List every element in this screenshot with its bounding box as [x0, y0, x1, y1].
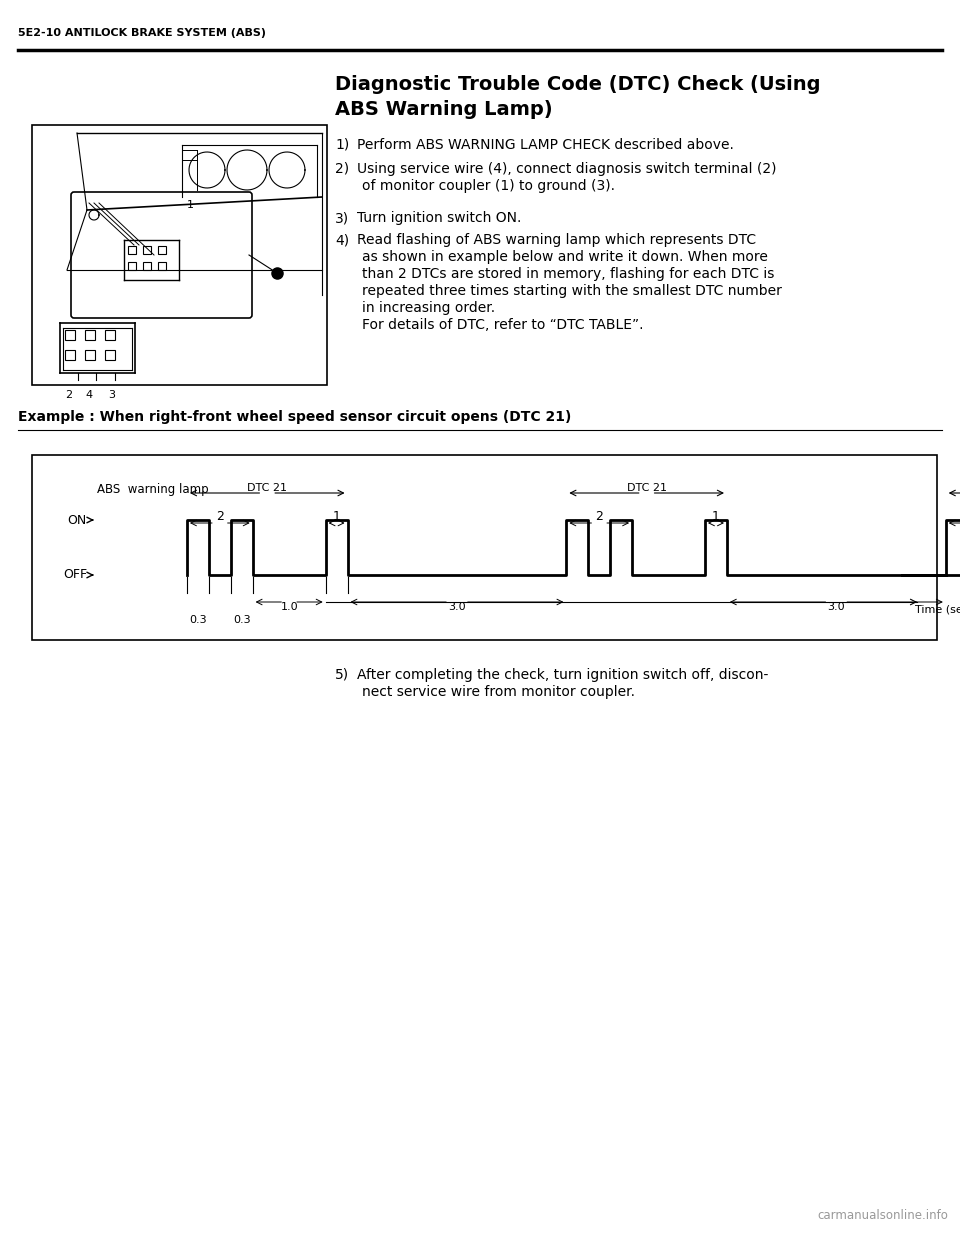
Text: After completing the check, turn ignition switch off, discon-: After completing the check, turn ignitio… [357, 668, 768, 682]
Text: 2: 2 [595, 510, 603, 522]
Text: OFF: OFF [62, 568, 87, 582]
Bar [65, 350, 75, 359]
Text: Using service wire (4), connect diagnosis switch terminal (2): Using service wire (4), connect diagnosi… [357, 162, 777, 177]
Bar [105, 350, 115, 359]
Text: 3): 3) [335, 211, 349, 225]
Text: Read flashing of ABS warning lamp which represents DTC: Read flashing of ABS warning lamp which … [357, 233, 756, 247]
Bar [158, 246, 166, 254]
FancyBboxPatch shape [71, 191, 252, 317]
Bar [128, 262, 136, 270]
Text: than 2 DTCs are stored in memory, flashing for each DTC is: than 2 DTCs are stored in memory, flashi… [362, 267, 775, 282]
Text: 2: 2 [216, 510, 224, 522]
Text: ABS  warning lamp: ABS warning lamp [97, 483, 208, 496]
Text: carmanualsonline.info: carmanualsonline.info [817, 1209, 948, 1221]
Text: 3.0: 3.0 [448, 601, 466, 613]
Text: 5E2-10 ANTILOCK BRAKE SYSTEM (ABS): 5E2-10 ANTILOCK BRAKE SYSTEM (ABS) [18, 28, 266, 38]
Bar [105, 330, 115, 340]
Text: 5): 5) [335, 668, 349, 682]
Text: 3.0: 3.0 [828, 601, 845, 613]
Text: 2: 2 [65, 390, 73, 400]
Text: 3: 3 [108, 390, 115, 400]
Text: 0.3: 0.3 [189, 615, 206, 625]
Text: repeated three times starting with the smallest DTC number: repeated three times starting with the s… [362, 284, 781, 298]
Text: 2): 2) [335, 162, 349, 177]
Text: 1: 1 [712, 510, 720, 522]
Text: For details of DTC, refer to “DTC TABLE”.: For details of DTC, refer to “DTC TABLE”… [362, 317, 643, 332]
Bar [128, 246, 136, 254]
Text: Perform ABS WARNING LAMP CHECK described above.: Perform ABS WARNING LAMP CHECK described… [357, 138, 733, 152]
Text: Example : When right-front wheel speed sensor circuit opens (DTC 21): Example : When right-front wheel speed s… [18, 410, 571, 424]
Text: ABS Warning Lamp): ABS Warning Lamp) [335, 100, 553, 119]
Text: DTC 21: DTC 21 [627, 483, 666, 493]
Text: DTC 21: DTC 21 [248, 483, 287, 493]
Text: ON: ON [68, 514, 87, 526]
Bar [85, 330, 95, 340]
Text: Time (sec): Time (sec) [915, 604, 960, 614]
Bar [32, 454, 937, 640]
Text: in increasing order.: in increasing order. [362, 301, 495, 315]
Bar [143, 246, 151, 254]
Text: nect service wire from monitor coupler.: nect service wire from monitor coupler. [362, 685, 635, 699]
Bar [143, 262, 151, 270]
Text: 0.3: 0.3 [233, 615, 251, 625]
Text: Diagnostic Trouble Code (DTC) Check (Using: Diagnostic Trouble Code (DTC) Check (Usi… [335, 75, 821, 94]
Text: 1: 1 [187, 200, 194, 210]
Text: of monitor coupler (1) to ground (3).: of monitor coupler (1) to ground (3). [362, 179, 615, 193]
Text: Turn ignition switch ON.: Turn ignition switch ON. [357, 211, 521, 225]
Text: 1: 1 [332, 510, 341, 522]
Bar [158, 262, 166, 270]
Text: 1): 1) [335, 138, 349, 152]
Bar [32, 125, 327, 385]
Text: 4: 4 [85, 390, 92, 400]
Text: 4): 4) [335, 233, 349, 247]
Text: 1.0: 1.0 [280, 601, 298, 613]
Bar [85, 350, 95, 359]
Text: as shown in example below and write it down. When more: as shown in example below and write it d… [362, 249, 768, 264]
Bar [65, 330, 75, 340]
